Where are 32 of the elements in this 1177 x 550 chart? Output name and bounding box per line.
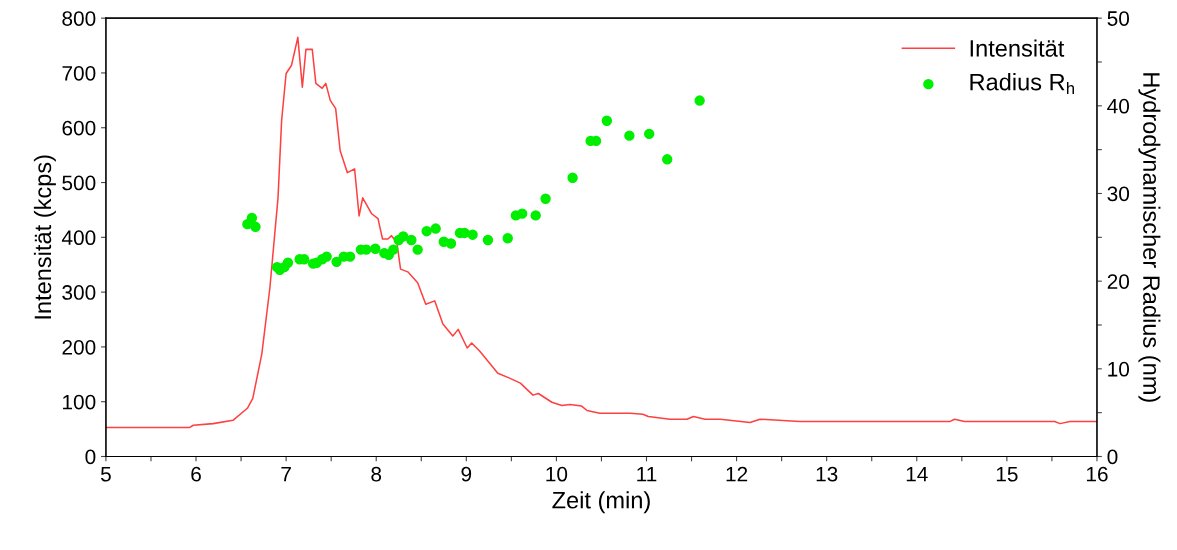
y-tick-label: 600: [62, 120, 96, 136]
x-tick-label: 16: [1086, 466, 1108, 482]
y-tick-label: 400: [61, 230, 96, 246]
y2-tick-label: 10: [1108, 361, 1130, 377]
x-axis-title: Zeit (min): [552, 491, 650, 514]
x-tick-label: 6: [191, 466, 201, 482]
x-tick-label: 12: [726, 466, 748, 482]
x-tick-label: 15: [996, 466, 1018, 482]
y-tick-label: 500: [62, 175, 96, 191]
y-tick-label: 100: [63, 394, 96, 410]
x-tick-label: 14: [906, 466, 928, 482]
y-tick-label: 300: [62, 285, 96, 300]
x-tick-label: 5: [100, 466, 111, 482]
y-tick-label: 0: [85, 449, 96, 465]
legend-label: Intensität: [970, 39, 1065, 57]
y2-tick-label: 0: [1107, 449, 1118, 465]
x-tick-label: 7: [281, 466, 291, 482]
y2-tick-label: 30: [1107, 186, 1130, 202]
y2-axis-title: Hydrodynamischer Radius (nm): [1138, 73, 1161, 402]
x-tick-label: 11: [637, 466, 657, 482]
y-axis-title: Intensität (kcps): [33, 155, 56, 319]
x-tick-label: 10: [546, 466, 568, 482]
y2-tick-label: 40: [1107, 98, 1130, 114]
y-tick-label: 800: [62, 11, 96, 26]
x-tick-label: 8: [371, 466, 382, 482]
y2-tick-label: 20: [1107, 274, 1130, 289]
y-tick-label: 700: [62, 65, 96, 81]
y2-tick-label: 50: [1107, 11, 1130, 26]
x-tick-label: 9: [461, 466, 472, 482]
legend-label: Radius R$_{h}$: [970, 73, 1074, 94]
y-tick-label: 200: [62, 339, 96, 355]
x-tick-label: 13: [816, 466, 838, 482]
